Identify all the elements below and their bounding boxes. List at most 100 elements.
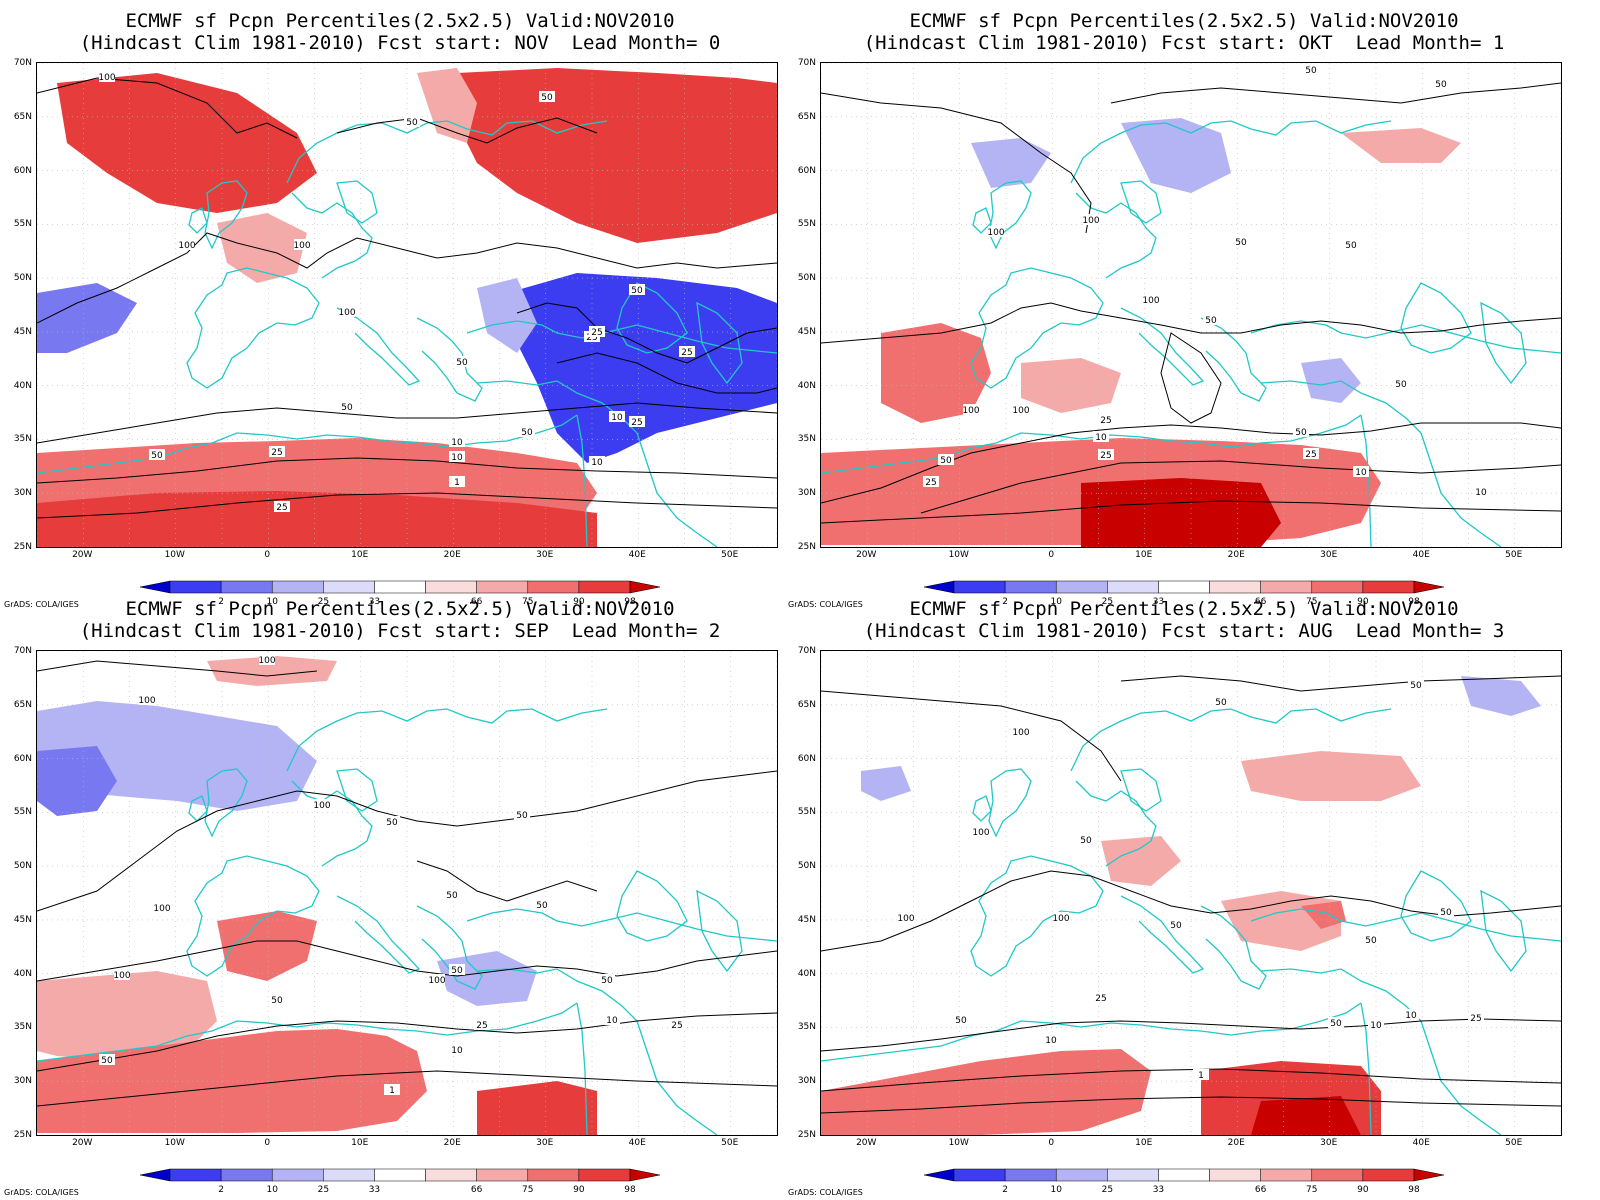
coastline	[1070, 708, 1392, 772]
grads-credit: GrADS: COLA/IGES	[4, 600, 79, 609]
contour-label-bg	[589, 456, 605, 467]
colorbar	[140, 1168, 660, 1182]
colorbar-label: 2	[218, 597, 224, 607]
latitude-label: 65N	[13, 699, 32, 710]
contour-label: 25	[631, 418, 642, 428]
contour-line	[37, 232, 777, 324]
latitude-label: 65N	[797, 111, 816, 122]
longitude-label: 20W	[72, 550, 93, 560]
percentile-shading	[457, 68, 777, 243]
contour-label: 50	[1080, 836, 1092, 846]
colorbar-segment	[476, 1168, 529, 1182]
contour-label-bg	[429, 974, 445, 985]
longitude-label: 10E	[351, 550, 369, 560]
longitude-label: 10E	[1135, 550, 1153, 560]
contour-line	[1160, 332, 1222, 424]
map-canvas: 100 100 100 50 50 100 50 50 100 50 50 100 25 10 50 10 25…	[36, 650, 778, 1136]
contour-label: 50	[521, 428, 533, 438]
percentile-shading	[881, 323, 991, 423]
coastline	[1120, 180, 1162, 224]
contour-label: 50	[1295, 428, 1307, 438]
percentile-shading	[37, 283, 137, 353]
percentile-shading	[477, 1081, 597, 1135]
contour-label-bg	[269, 446, 285, 457]
colorbar-label: 75	[522, 1185, 534, 1195]
coastline	[636, 432, 718, 547]
contour-label: 100	[293, 241, 310, 251]
contour-label: 100	[113, 971, 130, 981]
contour-label: 25	[276, 503, 287, 513]
percentile-shading	[1461, 676, 1541, 716]
latitude-label: 25N	[13, 1130, 32, 1140]
coastline	[1120, 768, 1162, 812]
colorbar-segment	[1413, 1168, 1444, 1182]
longitude-label: 30E	[1320, 550, 1338, 560]
contour-label-bg	[179, 239, 195, 250]
contour-label: 1	[389, 1086, 395, 1096]
latitude-label: 70N	[13, 646, 32, 656]
colorbar-label: 33	[368, 1185, 381, 1195]
colorbar-label: 10	[1050, 597, 1062, 607]
grads-credit: GrADS: COLA/IGES	[788, 600, 863, 609]
latitude-label: 55N	[797, 219, 816, 230]
percentile-shading	[417, 68, 477, 143]
colorbar-label: 33	[1152, 1185, 1165, 1195]
percentile-shading	[971, 138, 1051, 188]
contour-line	[1110, 82, 1561, 104]
coastline	[336, 768, 378, 812]
latitude-label: 35N	[797, 434, 816, 445]
contour-label-bg	[963, 404, 979, 415]
latitude-label: 70N	[13, 58, 32, 68]
colorbar-segment	[169, 1168, 222, 1182]
grads-credit: GrADS: COLA/IGES	[788, 1188, 863, 1197]
contour-line	[821, 1018, 1561, 1052]
contour-label: 100	[138, 696, 155, 706]
longitude-label: 0	[1048, 550, 1055, 560]
contour-line	[37, 770, 777, 912]
contour-label-bg	[449, 436, 465, 447]
contour-label: 10	[1355, 468, 1367, 478]
contour-label-bg	[629, 416, 645, 427]
coastline	[696, 889, 743, 973]
coastline	[476, 968, 638, 1022]
coastline	[204, 180, 248, 250]
contour-line	[821, 1096, 1561, 1114]
latitude-label: 50N	[13, 273, 32, 284]
longitude-label: 50E	[721, 1138, 739, 1148]
latitude-label: 70N	[797, 58, 816, 68]
colorbar-segment	[1260, 1168, 1313, 1182]
contour-label: 50	[955, 1016, 967, 1026]
colorbar-label: 25	[317, 597, 330, 607]
colorbar-segment	[323, 1168, 375, 1182]
contour-label-bg	[1293, 426, 1309, 437]
coastline	[972, 207, 992, 234]
coastline	[1075, 192, 1157, 279]
percentile-shading	[217, 911, 317, 981]
contour-label: 50	[536, 901, 548, 911]
latitude-label: 45N	[13, 326, 32, 337]
map-svg: 50 50 100 100 50 50 100 50 100 50 100 25 10 50 25 50 25 1…	[821, 63, 1561, 547]
colorbar-segment	[629, 1168, 660, 1182]
contour-label: 25	[1100, 451, 1111, 461]
colorbar-label: 66	[1254, 597, 1267, 607]
contour-label: 10	[611, 413, 623, 423]
contour-label: 25	[1305, 450, 1316, 460]
latitude-label: 65N	[13, 111, 32, 122]
coastline	[1200, 317, 1267, 402]
contour-line	[37, 77, 298, 139]
coastline	[466, 320, 777, 354]
latitude-label: 25N	[797, 1130, 816, 1140]
contour-line	[37, 492, 777, 519]
contour-label-bg	[534, 899, 550, 910]
contour-label-bg	[953, 1014, 969, 1025]
map-title-line-1: ECMWF sf Pcpn Percentiles(2.5x2.5) Valid…	[909, 10, 1459, 32]
coastline	[1420, 432, 1502, 547]
contour-label-bg	[294, 239, 310, 250]
longitude-label: 20W	[72, 1138, 93, 1148]
latitude-label: 60N	[13, 165, 32, 176]
coastline	[1260, 968, 1422, 1022]
contour-label: 50	[446, 891, 458, 901]
latitude-label: 30N	[797, 1076, 816, 1087]
coastline	[37, 1002, 578, 1062]
coastline	[1200, 905, 1267, 990]
